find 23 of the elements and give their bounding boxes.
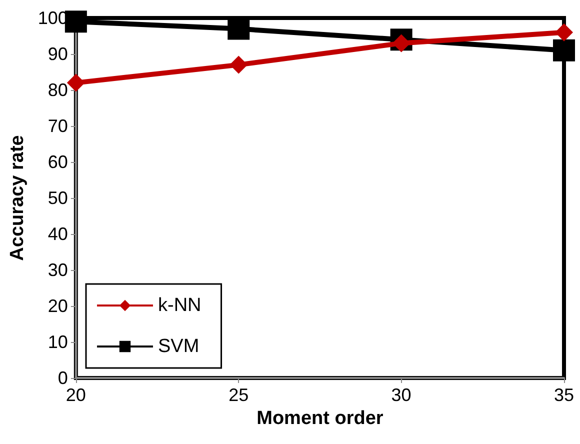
x-tick-label: 20 <box>66 385 86 405</box>
y-tick-label: 50 <box>48 188 68 208</box>
point <box>230 56 248 74</box>
y-tick-label: 10 <box>48 332 68 352</box>
y-tick-label: 70 <box>48 116 68 136</box>
point <box>64 10 87 33</box>
y-tick-label: 0 <box>58 368 68 388</box>
y-tick-label: 40 <box>48 224 68 244</box>
legend-label: SVM <box>158 336 200 357</box>
y-tick-label: 30 <box>48 260 68 280</box>
x-axis-title: Moment order <box>256 408 384 429</box>
legend-label: k-NN <box>158 295 202 316</box>
y-axis-title: Accuracy rate <box>7 135 28 261</box>
y-tick-label: 20 <box>48 296 68 316</box>
y-tick-label: 90 <box>48 44 68 64</box>
x-tick-label: 25 <box>228 385 249 405</box>
point <box>555 23 573 42</box>
y-tick-label: 60 <box>48 152 68 172</box>
point <box>66 74 85 92</box>
x-tick-label: 35 <box>554 385 574 405</box>
x-tick-label: 30 <box>391 385 412 405</box>
y-tick-label: 80 <box>48 80 68 100</box>
point <box>553 39 575 62</box>
